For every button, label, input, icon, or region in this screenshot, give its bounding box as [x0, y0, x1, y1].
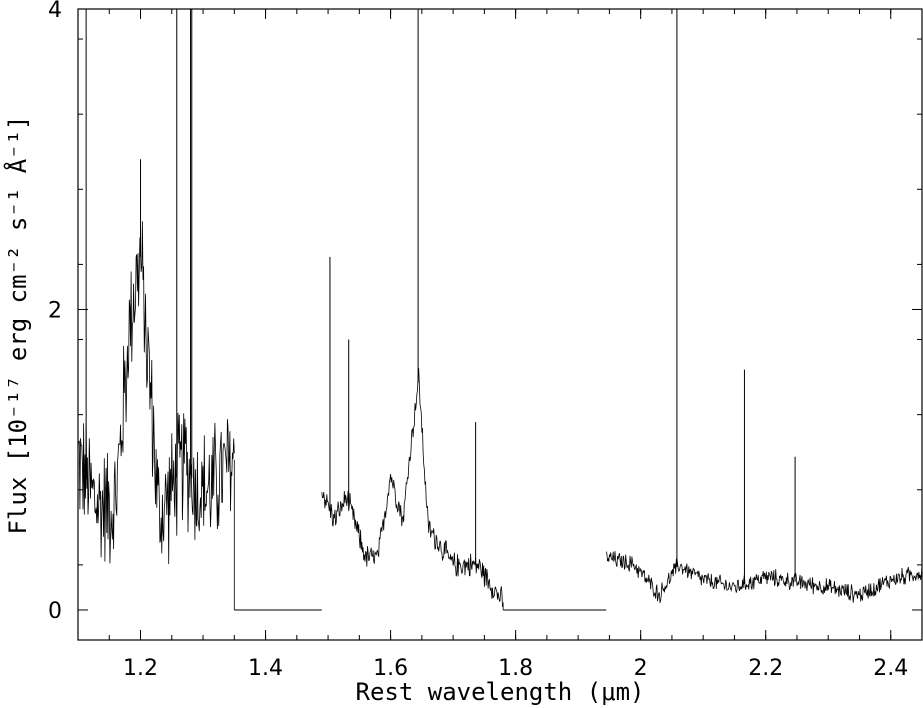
y-ticks: 0 2 4 — [48, 0, 922, 641]
x-tick-label: 2.4 — [873, 656, 908, 681]
spectrum-segment — [605, 551, 923, 603]
x-ticks: 1.2 1.4 1.6 1.8 2 2.2 2.4 — [77, 9, 923, 681]
x-tick-label: 2 — [634, 656, 648, 681]
y-tick-label: 0 — [48, 599, 62, 624]
plot-frame — [77, 8, 923, 641]
x-tick-label: 2.2 — [748, 656, 783, 681]
x-tick-label: 1.8 — [498, 656, 533, 681]
x-tick-label: 1.4 — [248, 656, 283, 681]
y-tick-label: 2 — [48, 298, 62, 323]
spectrum-segment — [77, 221, 235, 565]
plot-area — [77, 9, 923, 611]
y-tick-label: 4 — [48, 0, 62, 23]
spectrum-segment — [321, 368, 504, 607]
x-tick-label: 1.6 — [373, 656, 408, 681]
x-axis-label: Rest wavelength (μm) — [356, 678, 645, 706]
y-axis-label: Flux [10⁻¹⁷ erg cm⁻² s⁻¹ Å⁻¹] — [3, 115, 32, 534]
x-tick-label: 1.2 — [123, 656, 158, 681]
